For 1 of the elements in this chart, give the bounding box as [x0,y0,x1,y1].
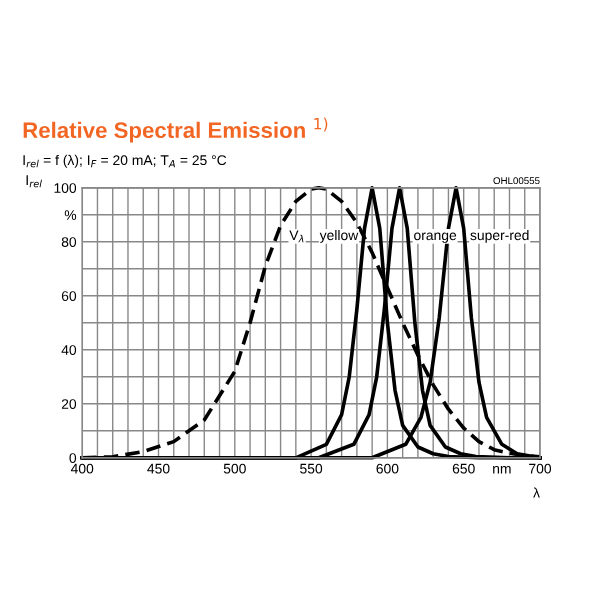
chart-title: Relative Spectral Emission $^{1)}$ [23,117,328,143]
